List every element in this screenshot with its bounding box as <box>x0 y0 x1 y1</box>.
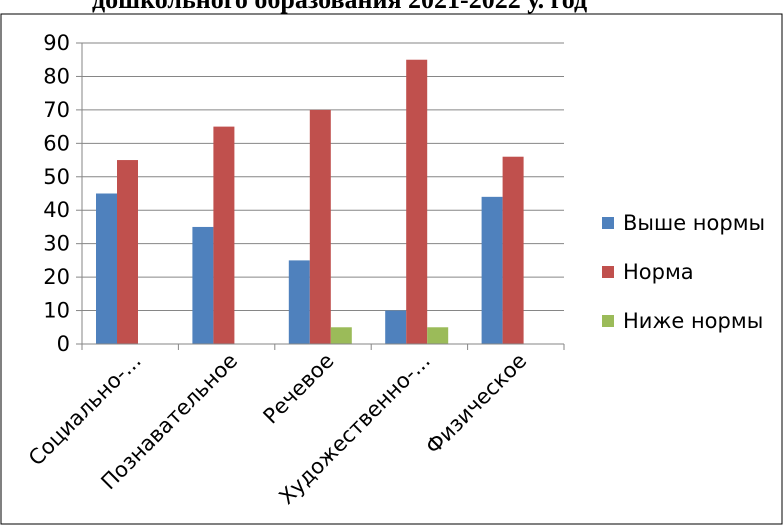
bar <box>406 59 428 344</box>
y-tick-label: 80 <box>43 64 70 88</box>
chart-border <box>0 13 783 525</box>
bar <box>427 327 449 344</box>
bar <box>330 327 352 344</box>
y-axis-ticks: 0 10 20 30 40 50 60 70 80 90 <box>43 31 82 356</box>
bar <box>96 193 117 344</box>
x-axis-labels: Социально-...Познавательное РечевоеХудоже… <box>24 349 531 510</box>
y-tick-label: 50 <box>43 165 70 189</box>
axes <box>81 43 565 350</box>
legend-swatch <box>602 266 614 278</box>
legend-label: Ниже нормы <box>623 309 763 333</box>
y-tick-label: 90 <box>43 31 70 55</box>
bar <box>288 260 310 344</box>
bar <box>309 109 331 344</box>
legend-swatch <box>602 315 614 327</box>
legend: Выше нормы Норма Ниже нормы <box>602 211 765 333</box>
chart-title: дошкольного образования 2021-2022 у. год <box>92 0 772 16</box>
x-tick-label: Физическое <box>421 349 531 459</box>
legend-label: Норма <box>623 260 694 284</box>
bar <box>502 156 524 344</box>
y-tick-label: 0 <box>57 332 70 356</box>
y-tick-label: 20 <box>43 265 70 289</box>
y-tick-label: 60 <box>43 131 70 155</box>
bars <box>96 59 524 344</box>
bar <box>117 160 138 344</box>
bar <box>385 310 407 344</box>
y-tick-label: 70 <box>43 98 70 122</box>
bar <box>192 226 214 344</box>
bar <box>481 196 503 344</box>
legend-label: Выше нормы <box>623 211 765 235</box>
legend-swatch <box>602 217 614 229</box>
y-tick-label: 30 <box>43 232 70 256</box>
bar <box>213 126 235 344</box>
x-tick-label: Речевое <box>259 349 339 429</box>
y-tick-label: 40 <box>43 198 70 222</box>
y-tick-label: 10 <box>43 299 70 323</box>
